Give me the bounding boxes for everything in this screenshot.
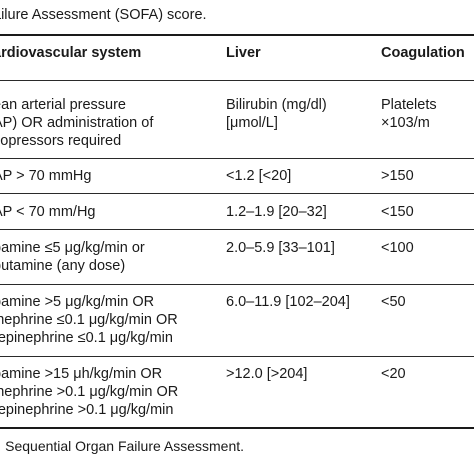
row-3-cardio-line-0: pamine ≤5 μg/kg/min or <box>0 240 145 256</box>
row-1-cardio-line-0: AP > 70 mmHg <box>0 168 92 184</box>
row-2-coag-line-0: <150 <box>381 204 414 220</box>
row-rule <box>0 158 474 159</box>
row-5-cardio: pamine >15 μh/kg/min OR inephrine >0.1 μ… <box>0 365 178 419</box>
row-4-cardio-line-2: repinephrine ≤0.1 μg/kg/min <box>0 330 173 346</box>
row-5-liver: >12.0 [>204] <box>226 365 307 383</box>
top-rule <box>0 34 474 36</box>
table-caption: ailure Assessment (SOFA) score. <box>0 7 207 23</box>
row-4-coag-line-0: <50 <box>381 294 406 310</box>
row-3-cardio: pamine ≤5 μg/kg/min or butamine (any dos… <box>0 239 145 275</box>
row-5-coag-line-0: <20 <box>381 366 406 382</box>
row-4-liver-line-0: 6.0–11.9 [102–204] <box>226 294 350 310</box>
header-liver: Liver <box>226 45 261 61</box>
row-rule <box>0 193 474 194</box>
table-footnote: A, Sequential Organ Failure Assessment. <box>0 438 245 454</box>
row-1-liver: <1.2 [<20] <box>226 167 291 185</box>
row-0-liver: Bilirubin (mg/dl) [μmol/L] <box>226 96 327 132</box>
row-3-cardio-line-1: butamine (any dose) <box>0 258 126 274</box>
row-2-coag: <150 <box>381 203 414 221</box>
row-3-coag-line-0: <100 <box>381 240 414 256</box>
row-0-coag-line-1: ×103/m <box>381 115 430 131</box>
row-2-cardio-line-0: AP < 70 mm/Hg <box>0 204 96 220</box>
row-rule <box>0 356 474 357</box>
row-4-cardio-line-1: inephrine ≤0.1 μg/kg/min OR <box>0 312 178 328</box>
header-cardiovascular: ardiovascular system <box>0 45 142 61</box>
row-0-cardio-line-0: ean arterial pressure <box>0 97 126 113</box>
row-2-cardio: AP < 70 mm/Hg <box>0 203 95 221</box>
row-0-coag: Platelets ×103/m <box>381 96 437 132</box>
row-0-liver-line-0: Bilirubin (mg/dl) <box>226 97 327 113</box>
row-0-cardio-line-2: sopressors required <box>0 133 122 149</box>
row-1-coag: >150 <box>381 167 414 185</box>
row-4-cardio: pamine >5 μg/kg/min OR inephrine ≤0.1 μg… <box>0 293 178 347</box>
row-5-cardio-line-1: inephrine >0.1 μg/kg/min OR <box>0 384 179 400</box>
row-2-liver: 1.2–1.9 [20–32] <box>226 203 327 221</box>
row-3-coag: <100 <box>381 239 414 257</box>
row-3-liver: 2.0–5.9 [33–101] <box>226 239 335 257</box>
header-rule <box>0 80 474 81</box>
row-0-cardio: ean arterial pressure AP) OR administrat… <box>0 96 153 150</box>
row-5-coag: <20 <box>381 365 406 383</box>
row-5-cardio-line-0: pamine >15 μh/kg/min OR <box>0 366 163 382</box>
row-rule <box>0 229 474 230</box>
row-1-liver-line-0: <1.2 [<20] <box>226 168 292 184</box>
row-0-liver-line-1: [μmol/L] <box>226 115 278 131</box>
row-0-coag-line-0: Platelets <box>381 97 437 113</box>
row-2-liver-line-0: 1.2–1.9 [20–32] <box>226 204 327 220</box>
row-5-cardio-line-2: repinephrine >0.1 μg/kg/min <box>0 402 174 418</box>
row-5-liver-line-0: >12.0 [>204] <box>226 366 308 382</box>
header-coagulation: Coagulation <box>381 45 465 61</box>
row-4-liver: 6.0–11.9 [102–204] <box>226 293 350 311</box>
row-1-coag-line-0: >150 <box>381 168 414 184</box>
row-4-cardio-line-0: pamine >5 μg/kg/min OR <box>0 294 155 310</box>
row-0-cardio-line-1: AP) OR administration of <box>0 115 154 131</box>
row-3-liver-line-0: 2.0–5.9 [33–101] <box>226 240 335 256</box>
bottom-rule <box>0 427 474 429</box>
row-rule <box>0 284 474 285</box>
row-4-coag: <50 <box>381 293 406 311</box>
row-1-cardio: AP > 70 mmHg <box>0 167 91 185</box>
